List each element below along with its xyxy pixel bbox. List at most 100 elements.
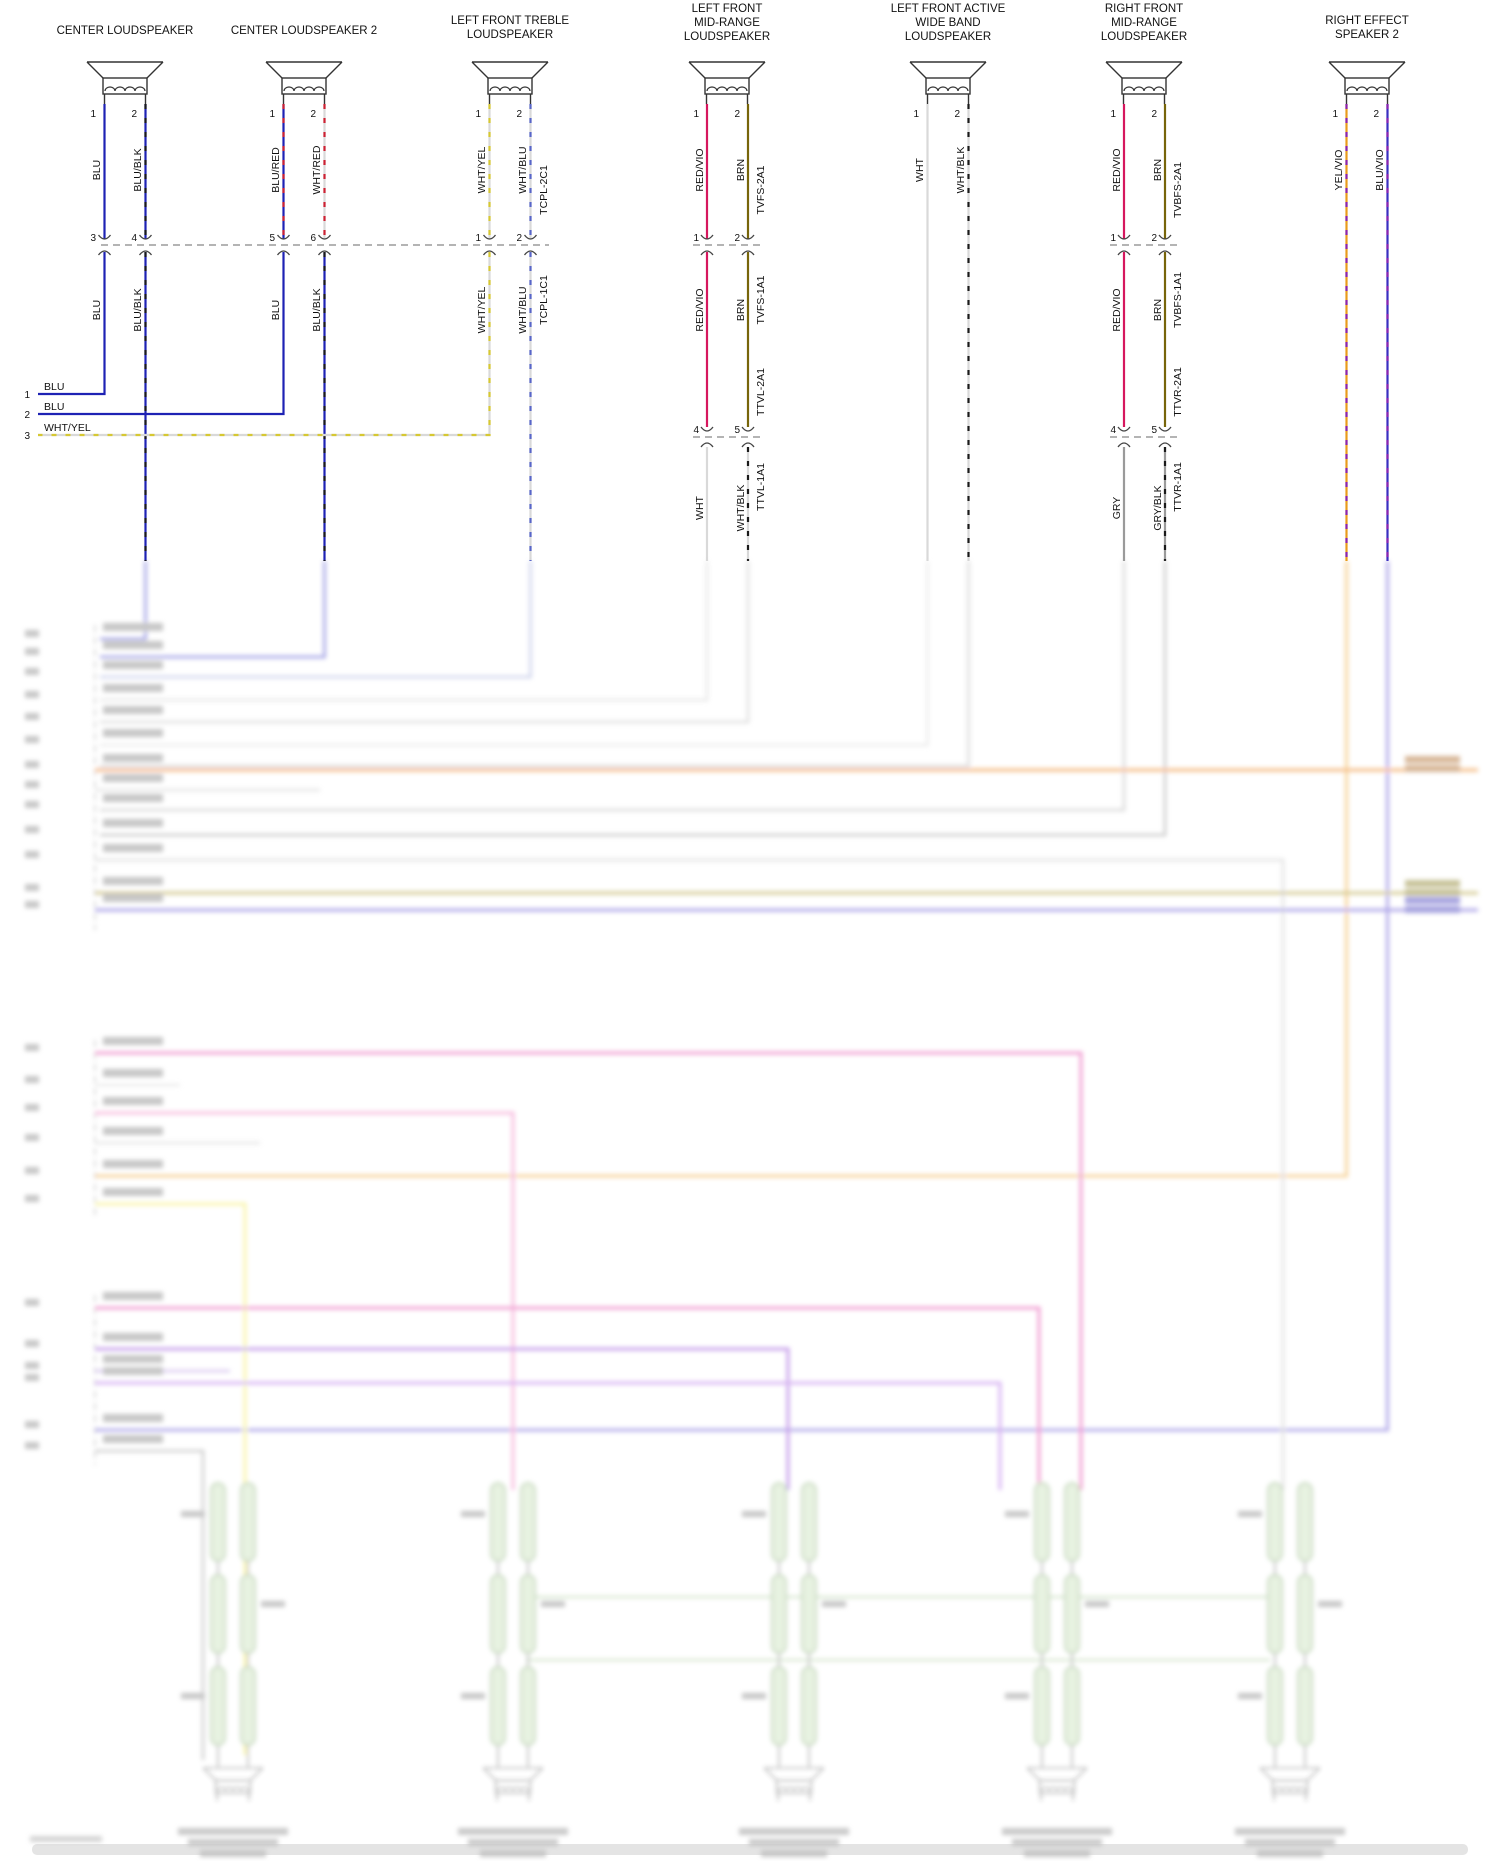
wire-label: BRN (735, 299, 747, 321)
pin-number: 4 (1110, 425, 1116, 436)
speaker-title: RIGHT FRONT (1105, 3, 1183, 15)
connector-label: TTVR-2A1 (1172, 367, 1184, 417)
wire-label: RED/VIO (694, 288, 706, 331)
wire (38, 252, 285, 416)
circuit-right-front-mid-range: RIGHT FRONT MID-RANGE LOUDSPEAKER 1 2 RE… (1101, 3, 1187, 561)
pin-number: 5 (734, 425, 740, 436)
pin-number: 3 (90, 233, 96, 244)
pin-number: 2 (1373, 109, 1379, 120)
speaker-title: MID-RANGE (1111, 17, 1177, 29)
wire-label: BLU/VIO (1374, 149, 1386, 190)
speaker-title: CENTER LOUDSPEAKER 2 (231, 25, 377, 37)
pin-number: 1 (90, 109, 96, 120)
wire-label: WHT/YEL (476, 287, 488, 334)
wire-label: BLU/RED (270, 147, 282, 193)
circuit-left-front-treble: LEFT FRONT TREBLE LOUDSPEAKER 1 2 WHT/YE… (38, 15, 569, 561)
speaker-title: LOUDSPEAKER (905, 31, 991, 43)
speaker-title: LOUDSPEAKER (1101, 31, 1187, 43)
wire-label: BLU/BLK (311, 288, 323, 331)
pin-number: 1 (693, 109, 699, 120)
wire (38, 252, 491, 437)
pin-number: 2 (310, 109, 316, 120)
wire-label: BRN (1152, 299, 1164, 321)
pin-number: 2 (954, 109, 960, 120)
pin-number: 1 (475, 109, 481, 120)
wire-label: WHT/BLU (517, 146, 529, 193)
speaker-title: LEFT FRONT (692, 3, 763, 15)
connector-label: TCPL-1C1 (538, 275, 550, 325)
wire-label: WHT/RED (311, 145, 323, 194)
connector-label: TTVR-1A1 (1172, 462, 1184, 512)
speaker-icon (1328, 61, 1406, 105)
pin-number: 2 (24, 410, 30, 421)
pin-number: 3 (24, 431, 30, 442)
wire-label: WHT/BLK (955, 147, 967, 194)
wire-label: RED/VIO (1111, 148, 1123, 191)
wire-label: RED/VIO (1111, 288, 1123, 331)
connector-label: TCPL-2C1 (538, 165, 550, 215)
speaker-icon (86, 61, 164, 105)
pin-number: 2 (1151, 109, 1157, 120)
pin-number: 1 (24, 390, 30, 401)
wire-label: WHT (914, 157, 926, 181)
speaker-icon (909, 61, 987, 105)
wire-label: BLU (44, 401, 64, 413)
wire (38, 252, 106, 396)
wire-label: GRY (1111, 497, 1123, 520)
pin-number: 2 (516, 109, 522, 120)
circuit-left-front-active-wide-band: LEFT FRONT ACTIVE WIDE BAND LOUDSPEAKER … (891, 3, 1006, 561)
wire-label: WHT/BLK (735, 485, 747, 532)
wire-label: RED/VIO (694, 148, 706, 191)
speaker-title: MID-RANGE (694, 17, 760, 29)
circuit-right-effect-speaker-2: RIGHT EFFECT SPEAKER 2 1 2 YEL/VIO BLU/V… (1325, 15, 1409, 561)
wire-label: GRY/BLK (1152, 485, 1164, 530)
connector-label: TVBFS-2A1 (1172, 162, 1184, 218)
speaker-title: LEFT FRONT ACTIVE (891, 3, 1006, 15)
pin-number: 2 (734, 109, 740, 120)
speaker-title: LOUDSPEAKER (467, 29, 553, 41)
speaker-icon (471, 61, 549, 105)
pin-number: 5 (269, 233, 275, 244)
pin-number: 1 (269, 109, 275, 120)
circuit-center-loudspeaker: CENTER LOUDSPEAKER 1 2 BLU BLU/BLK 3 4 B… (38, 25, 193, 561)
circuit-center-loudspeaker-2: CENTER LOUDSPEAKER 2 1 2 BLU/RED WHT/RED… (38, 25, 377, 561)
wire-label: BLU (91, 160, 103, 180)
pin-number: 1 (475, 233, 481, 244)
pin-number: 4 (693, 425, 699, 436)
wire-label: BLU (44, 381, 64, 393)
bottom-strip (32, 1844, 1468, 1855)
blurred-lower-diagram (25, 561, 1478, 1857)
connector-label: TVFS-2A1 (755, 165, 767, 214)
wire-label: WHT/BLU (517, 286, 529, 333)
pin-number: 1 (1110, 109, 1116, 120)
speaker-title: RIGHT EFFECT (1325, 15, 1408, 27)
wire-label: BLU (91, 300, 103, 320)
wire-label: BRN (735, 159, 747, 181)
speaker-icon (265, 61, 343, 105)
wire-label: WHT (694, 495, 706, 519)
pin-number: 2 (131, 109, 137, 120)
speaker-title: CENTER LOUDSPEAKER (57, 25, 194, 37)
pin-number: 2 (516, 233, 522, 244)
connector-label: TTVL-2A1 (755, 368, 767, 416)
harness-stub-rows: 1 BLU 2 BLU 3 WHT/YEL (24, 381, 90, 442)
connector-label: TTVL-1A1 (755, 463, 767, 511)
pin-number: 1 (693, 233, 699, 244)
speaker-title: SPEAKER 2 (1335, 29, 1399, 41)
wire-stripe (38, 252, 491, 437)
inline-connector-dashed-lines (101, 244, 1179, 438)
wire-label: BLU/BLK (132, 148, 144, 191)
circuit-left-front-mid-range: LEFT FRONT MID-RANGE LOUDSPEAKER 1 2 RED… (684, 3, 770, 561)
speaker-icon (1105, 61, 1183, 105)
pin-number: 2 (734, 233, 740, 244)
speaker-icon (688, 61, 766, 105)
pin-number: 1 (1110, 233, 1116, 244)
wire-label: BLU (270, 300, 282, 320)
speaker-title: WIDE BAND (915, 17, 980, 29)
wire-label: WHT/YEL (476, 147, 488, 194)
pin-number: 2 (1151, 233, 1157, 244)
connector-label: TVFS-1A1 (755, 275, 767, 324)
wire-label: BRN (1152, 159, 1164, 181)
speaker-title: LEFT FRONT TREBLE (451, 15, 570, 27)
